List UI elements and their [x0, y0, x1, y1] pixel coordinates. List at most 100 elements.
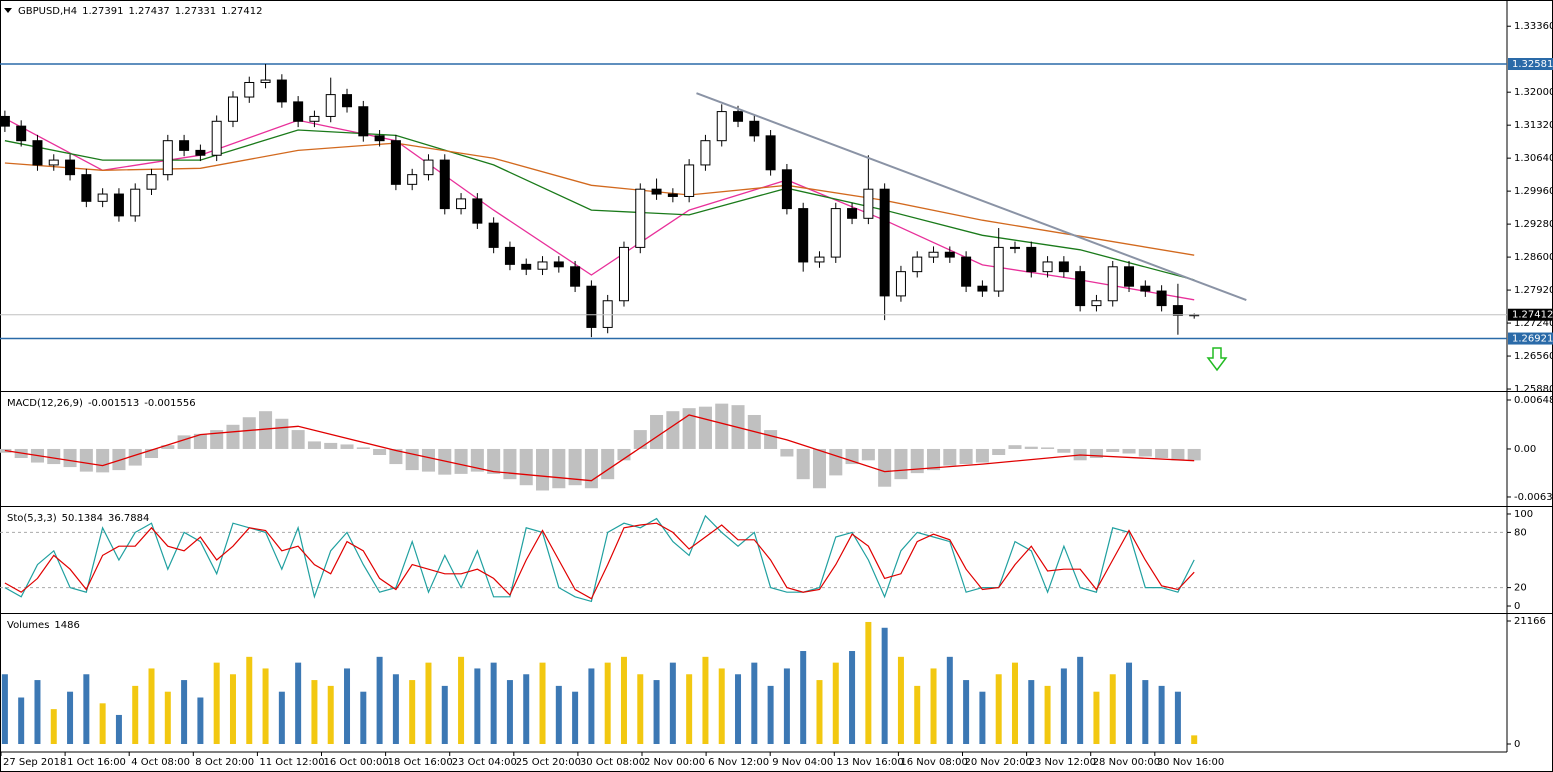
macd-bar [584, 448, 598, 489]
panel-header: GBPUSD,H4 1.27391 1.27437 1.27331 1.27412 [18, 6, 263, 17]
candle-body [749, 120, 760, 137]
macd-bar [63, 448, 77, 468]
volume-bar [1077, 656, 1084, 744]
volume-bar [458, 656, 465, 744]
y-tick-label: 21166 [1514, 616, 1546, 627]
macd-bar [812, 448, 826, 489]
volume-bar [718, 668, 725, 744]
candle-body [993, 246, 1004, 292]
macd-bar [845, 448, 859, 465]
volume-bar [18, 697, 25, 744]
candle-body [537, 261, 548, 270]
macd-bar [259, 411, 273, 449]
volume-bar [164, 691, 171, 744]
macd-bar [1155, 448, 1169, 459]
macd-bar [1106, 448, 1120, 452]
volume-bar [572, 691, 579, 744]
x-tick-label: 8 Oct 20:00 [195, 757, 254, 768]
x-tick-label: 30 Nov 16:00 [1157, 757, 1224, 768]
header-value: 1486 [54, 620, 79, 631]
candle-body [570, 266, 581, 287]
macd-bar [324, 442, 338, 449]
candle-body [227, 96, 238, 122]
x-tick-label: 25 Oct 20:00 [516, 757, 581, 768]
y-tick-label: -0.006357 [1514, 492, 1553, 503]
x-tick-label: 30 Oct 08:00 [580, 757, 645, 768]
macd-bar [144, 448, 159, 459]
x-tick-label: 11 Oct 12:00 [259, 757, 324, 768]
volume-bar [295, 662, 302, 744]
volume-bar [1191, 735, 1198, 744]
macd-bar [796, 448, 810, 480]
header-value: 1.27412 [221, 6, 262, 17]
header-value: 50.1384 [62, 513, 103, 524]
last-price-bg [1508, 308, 1553, 321]
macd-bar [389, 448, 403, 465]
candle-body [1026, 246, 1037, 273]
macd-bar [1057, 448, 1071, 453]
candle-body [618, 246, 629, 302]
volume-bar [197, 697, 204, 744]
volume-bar [523, 674, 530, 744]
macd-bar [1171, 448, 1185, 461]
volume-bar [392, 674, 399, 744]
volume-bar [115, 714, 122, 744]
volume-bar [832, 662, 839, 744]
macd-bar [1024, 446, 1038, 449]
candle-body [48, 159, 59, 166]
candle-body [325, 94, 336, 117]
y-tick-label: 100 [1514, 509, 1533, 520]
macd-bar [356, 447, 370, 449]
volume-bar [963, 680, 970, 744]
menu-triangle[interactable] [4, 8, 12, 13]
volume-bar [637, 674, 644, 744]
header-value: 1.27391 [82, 6, 123, 17]
volume-bar [1174, 691, 1181, 744]
candle-body [390, 140, 401, 185]
macd-bar [780, 448, 794, 457]
candle-body [928, 251, 939, 258]
level-label: 1.32581 [1512, 59, 1553, 70]
candle-body [439, 159, 450, 210]
candle-body [309, 115, 320, 122]
candle-body [81, 174, 92, 202]
volume-bar [620, 656, 627, 744]
volume-bar [897, 656, 904, 744]
macd-bar [470, 448, 484, 472]
x-tick-label: 13 Nov 16:00 [836, 757, 903, 768]
macd-bar [878, 448, 892, 487]
volume-bar [425, 662, 432, 744]
volume-bar [1158, 685, 1165, 744]
volume-bar [849, 651, 856, 744]
y-tick-label: 1.29280 [1514, 219, 1553, 230]
macd-bar [177, 435, 191, 449]
candle-body [863, 188, 874, 219]
volume-bar [767, 685, 774, 744]
down-arrow [1206, 347, 1228, 372]
x-tick-label: 23 Nov 12:00 [1029, 757, 1096, 768]
candle-body [293, 101, 304, 122]
macd-bar [682, 408, 696, 449]
y-tick-label: 0.006483 [1514, 395, 1553, 406]
volume-bar [816, 680, 823, 744]
volume-bar [881, 627, 888, 744]
macd-bar [128, 448, 142, 466]
volume-bar [50, 709, 57, 744]
candle-body [423, 159, 434, 176]
volume-bar [979, 691, 986, 744]
candle-body [521, 263, 532, 270]
stochastic-signal [4, 522, 1195, 600]
level-label-bg [1508, 58, 1553, 71]
candle-body [32, 140, 43, 166]
y-tick-label: 1.27920 [1514, 285, 1553, 296]
macd-bar [275, 418, 289, 449]
candle-body [1091, 300, 1102, 307]
macd-bar [226, 424, 240, 449]
macd-bar [47, 448, 61, 465]
y-tick-label: 1.33360 [1514, 21, 1553, 32]
y-tick-label: 20 [1514, 583, 1527, 594]
candle-body [244, 81, 255, 98]
macd-bar [1122, 448, 1136, 454]
y-tick-label: 1.32000 [1514, 87, 1553, 98]
